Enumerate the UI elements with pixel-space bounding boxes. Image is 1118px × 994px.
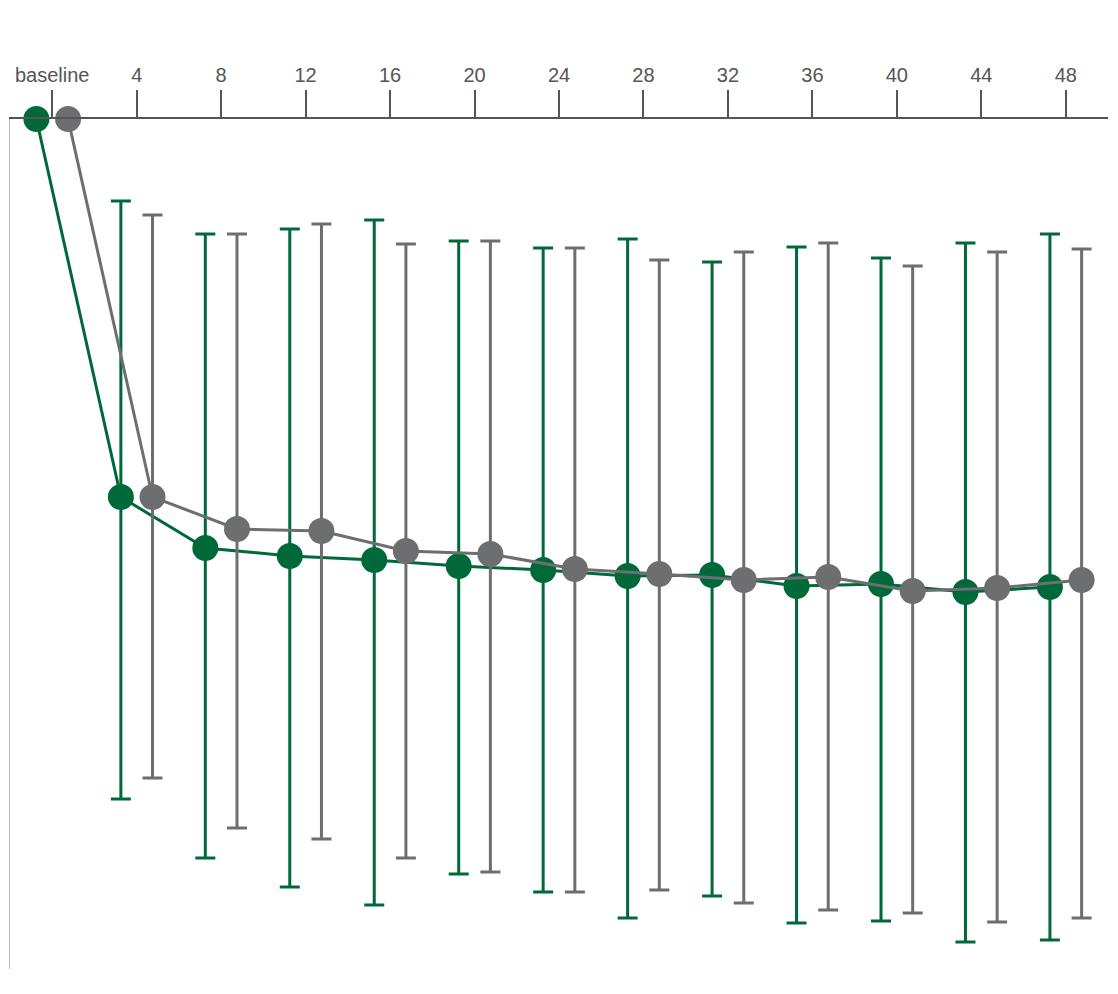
svg-text:48: 48: [1055, 64, 1077, 86]
svg-text:baseline: baseline: [15, 64, 90, 86]
svg-text:28: 28: [632, 64, 654, 86]
svg-text:40: 40: [886, 64, 908, 86]
svg-text:24: 24: [548, 64, 570, 86]
svg-text:32: 32: [717, 64, 739, 86]
svg-text:20: 20: [463, 64, 485, 86]
svg-text:16: 16: [379, 64, 401, 86]
svg-text:36: 36: [801, 64, 823, 86]
svg-text:12: 12: [294, 64, 316, 86]
svg-text:8: 8: [216, 64, 227, 86]
svg-text:44: 44: [970, 64, 992, 86]
svg-text:4: 4: [131, 64, 142, 86]
